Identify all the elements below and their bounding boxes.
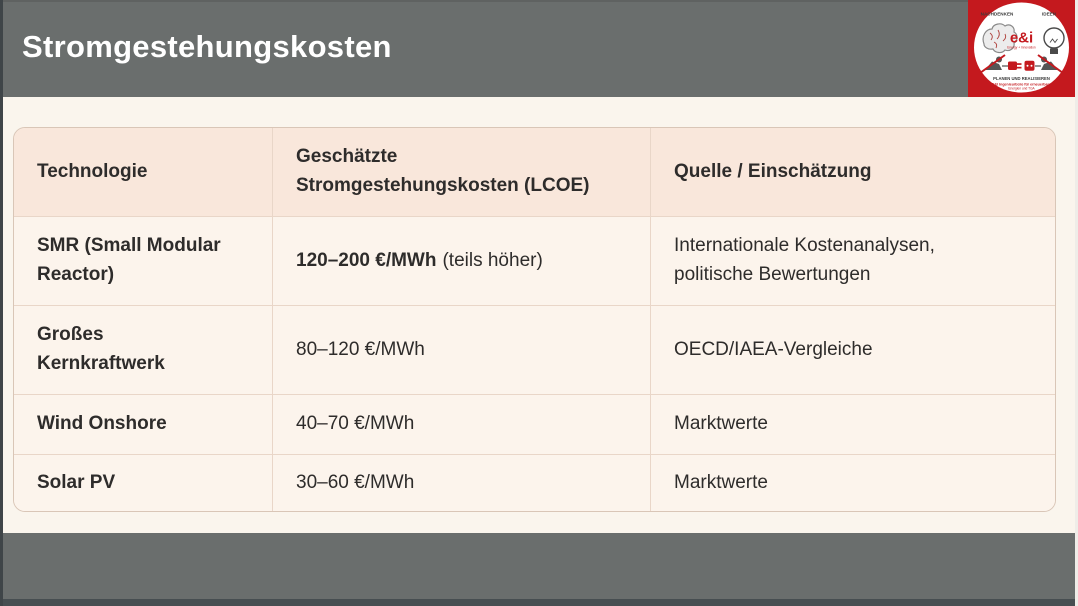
lightbulb-icon bbox=[1043, 27, 1065, 54]
lcoe-table: Technologie Geschätzte Stromgestehungskos… bbox=[13, 127, 1056, 512]
column-header-2: Quelle / Einschätzung bbox=[650, 128, 1055, 216]
cell-lcoe: 40–70 €/MWh bbox=[272, 394, 650, 454]
cell-lcoe: 80–120 €/MWh bbox=[272, 305, 650, 394]
cell-lcoe: 120–200 €/MWh (teils höher) bbox=[272, 216, 650, 305]
column-header-0: Technologie bbox=[14, 128, 272, 216]
lcoe-value: 40–70 €/MWh bbox=[296, 413, 415, 435]
logo-nachdenken-label: NACHDENKEN bbox=[981, 12, 1014, 17]
logo-ideen-label: IDEEN bbox=[1042, 12, 1057, 17]
cell-technology: Wind Onshore bbox=[14, 394, 272, 454]
cell-source: Marktwerte bbox=[650, 394, 1055, 454]
lcoe-value: 80–120 €/MWh bbox=[296, 338, 425, 360]
plug-icon bbox=[1002, 60, 1041, 71]
cell-technology: SMR (Small Modular Reactor) bbox=[14, 216, 272, 305]
logo-brand-subtext: Energy + Innovation bbox=[1007, 46, 1036, 50]
page-title: Stromgestehungskosten bbox=[22, 28, 392, 64]
company-logo: NACHDENKEN IDEEN e&i Energy + Innovation bbox=[968, 0, 1075, 97]
logo-footer-line2: E&I Ingenieurbüro für erneuerbare bbox=[992, 82, 1051, 86]
logo-footer-line3: Energien und TGA bbox=[1008, 86, 1035, 90]
cell-source: Internationale Kostenanalysen, politisch… bbox=[650, 216, 1055, 305]
column-header-1: Geschätzte Stromgestehungskosten (LCOE) bbox=[272, 128, 650, 216]
bottom-edge bbox=[0, 599, 1078, 606]
right-edge bbox=[1075, 0, 1078, 606]
brain-icon bbox=[982, 23, 1018, 54]
company-logo-graphic: NACHDENKEN IDEEN e&i Energy + Innovation bbox=[968, 0, 1075, 97]
lcoe-note: (teils höher) bbox=[442, 249, 543, 271]
slide-header-band: Stromgestehungskosten bbox=[0, 0, 1078, 97]
cell-lcoe: 30–60 €/MWh bbox=[272, 454, 650, 511]
cell-source: OECD/IAEA-Vergleiche bbox=[650, 305, 1055, 394]
worker-figures bbox=[979, 54, 1064, 74]
slide-footer-band bbox=[0, 533, 1078, 599]
lcoe-value: 30–60 €/MWh bbox=[296, 471, 415, 493]
logo-brand-text: e&i bbox=[1010, 30, 1033, 47]
logo-footer-line1: PLANEN UND REALISIEREN bbox=[993, 76, 1050, 81]
cell-source: Marktwerte bbox=[650, 454, 1055, 511]
cell-technology: Solar PV bbox=[14, 454, 272, 511]
lcoe-value: 120–200 €/MWh bbox=[296, 249, 437, 271]
left-edge bbox=[0, 0, 3, 606]
cell-technology: Großes Kernkraftwerk bbox=[14, 305, 272, 394]
